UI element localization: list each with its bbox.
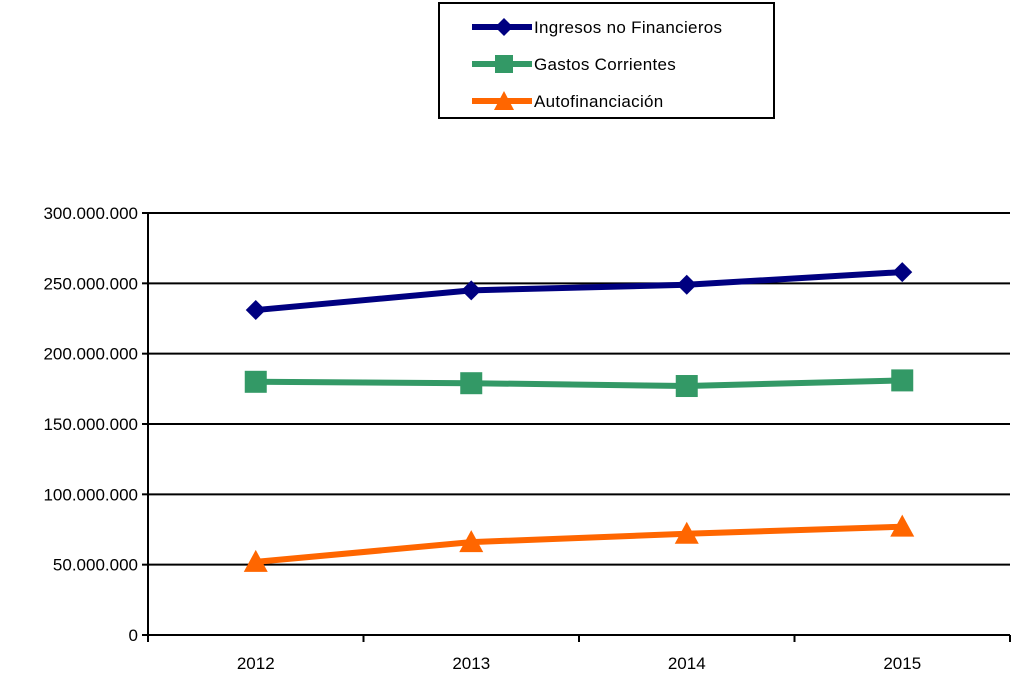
legend-marker-diamond	[472, 18, 532, 36]
data-point	[890, 514, 915, 537]
y-tick-label: 150.000.000	[43, 415, 138, 434]
y-tick-label: 0	[129, 626, 138, 645]
legend-label: Ingresos no Financieros	[534, 18, 723, 37]
x-tick-label: 2012	[237, 654, 275, 673]
series-line-1	[252, 377, 906, 390]
x-tick-label: 2013	[452, 654, 490, 673]
x-tick-label: 2014	[668, 654, 706, 673]
y-tick-label: 300.000.000	[43, 204, 138, 223]
data-point	[676, 274, 697, 295]
y-tick-label: 100.000.000	[43, 485, 138, 504]
legend: Ingresos no Financieros Gastos Corriente…	[438, 2, 775, 119]
x-tick-label: 2015	[883, 654, 921, 673]
data-point	[674, 521, 699, 544]
data-point	[461, 280, 482, 301]
legend-marker-square	[472, 55, 532, 73]
series-line-2	[252, 523, 906, 565]
data-point	[459, 530, 484, 553]
legend-label: Gastos Corrientes	[534, 55, 677, 74]
y-tick-label: 50.000.000	[53, 556, 138, 575]
legend-entry-0: Ingresos no Financieros	[440, 12, 773, 42]
series-line-0	[252, 269, 906, 314]
data-point	[460, 372, 483, 395]
data-point	[245, 300, 266, 321]
legend-marker-triangle	[472, 91, 532, 110]
legend-entry-1: Gastos Corrientes	[440, 49, 773, 79]
legend-label: Autofinanciación	[534, 92, 664, 111]
data-point	[244, 370, 267, 393]
y-tick-label: 200.000.000	[43, 345, 138, 364]
data-point	[891, 369, 914, 392]
data-point	[892, 262, 913, 283]
data-point	[675, 375, 698, 398]
data-point	[243, 549, 268, 572]
y-tick-label: 250.000.000	[43, 274, 138, 293]
legend-entry-2: Autofinanciación	[440, 86, 773, 116]
